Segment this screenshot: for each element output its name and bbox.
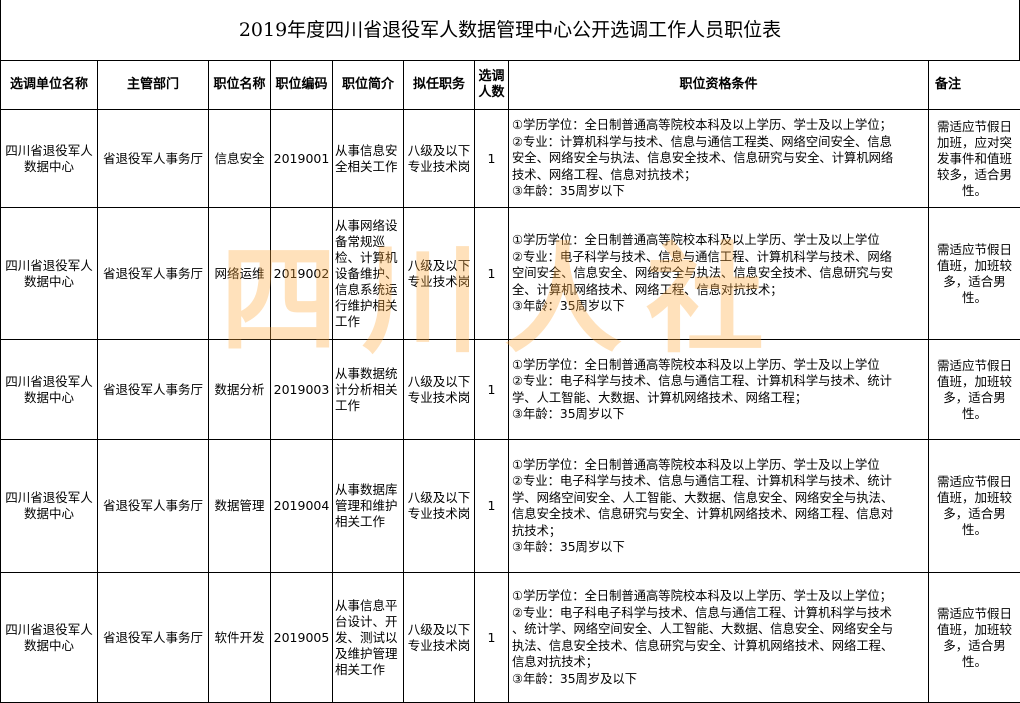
header-row: 选调单位名称 主管部门 职位名称 职位编码 职位简介 拟任职务 选调人数 职位资…	[1, 61, 1020, 110]
header-dept: 主管部门	[98, 61, 209, 110]
header-duty: 拟任职务	[404, 61, 475, 110]
intro-cell: 从事数据统计分析相关工作	[333, 340, 404, 440]
requirements-cell: ①学历学位：全日制普通高等院校本科及以上学历、学士及以上学位；②专业：计算机科学…	[509, 110, 929, 208]
requirement-line: ①学历学位：全日制普通高等院校本科及以上学历、学士及以上学位；	[512, 588, 926, 605]
count-cell: 1	[475, 440, 509, 573]
dept-cell: 省退役军人事务厅	[98, 110, 209, 208]
position-cell: 数据管理	[209, 440, 271, 573]
count-cell: 1	[475, 208, 509, 340]
requirement-line: ③年龄：35周岁以下	[512, 539, 926, 556]
header-note: 备注	[929, 61, 1020, 110]
requirement-line: ②专业：电子科学与技术、信息与通信工程、计算机科学与技术、统计	[512, 473, 926, 490]
requirement-line: 执法、信息安全技术、信息研究与安全、计算机网络技术、网络工程、	[512, 638, 926, 655]
header-unit: 选调单位名称	[1, 61, 98, 110]
count-cell: 1	[475, 340, 509, 440]
requirement-line: ③年龄：35周岁以下	[512, 298, 926, 315]
note-cell: 需适应节假日加班，应对突发事件和值班较多，适合男性。	[929, 110, 1020, 208]
code-cell: 2019001	[271, 110, 333, 208]
position-table: 选调单位名称 主管部门 职位名称 职位编码 职位简介 拟任职务 选调人数 职位资…	[0, 60, 1020, 703]
unit-cell: 四川省退役军人数据中心	[1, 208, 98, 340]
header-requirements: 职位资格条件	[509, 61, 929, 110]
duty-cell: 八级及以下专业技术岗	[404, 340, 475, 440]
note-cell: 需适应节假日值班，加班较多，适合男性。	[929, 573, 1020, 703]
dept-cell: 省退役军人事务厅	[98, 208, 209, 340]
duty-cell: 八级及以下专业技术岗	[404, 573, 475, 703]
header-code: 职位编码	[271, 61, 333, 110]
requirement-line: 技术、网络工程、信息对抗技术；	[512, 167, 926, 184]
requirement-line: ①学历学位：全日制普通高等院校本科及以上学历、学士及以上学位	[512, 232, 926, 249]
requirement-line: 安全、网络安全与执法、信息安全技术、信息研究与安全、计算机网络	[512, 150, 926, 167]
count-cell: 1	[475, 110, 509, 208]
unit-cell: 四川省退役军人数据中心	[1, 573, 98, 703]
header-count: 选调人数	[475, 61, 509, 110]
code-cell: 2019005	[271, 573, 333, 703]
dept-cell: 省退役军人事务厅	[98, 340, 209, 440]
position-cell: 数据分析	[209, 340, 271, 440]
requirement-line: 抗技术；	[512, 523, 926, 540]
unit-cell: 四川省退役军人数据中心	[1, 110, 98, 208]
dept-cell: 省退役军人事务厅	[98, 440, 209, 573]
requirement-line: 信息对抗技术；	[512, 654, 926, 671]
requirement-line: ①学历学位：全日制普通高等院校本科及以上学历、学士及以上学位；	[512, 117, 926, 134]
requirement-line: 信息安全技术、信息研究与安全、计算机网络技术、网络工程、信息对	[512, 506, 926, 523]
requirement-line: ③年龄：35周岁及以下	[512, 671, 926, 688]
intro-cell: 从事信息安全相关工作	[333, 110, 404, 208]
note-cell: 需适应节假日值班，加班较多，适合男性。	[929, 340, 1020, 440]
requirement-line: ②专业：电子科学与技术、信息与通信工程、计算机科学与技术、统计	[512, 373, 926, 390]
page-title: 2019年度四川省退役军人数据管理中心公开选调工作人员职位表	[0, 0, 1020, 60]
code-cell: 2019004	[271, 440, 333, 573]
requirement-line: ①学历学位：全日制普通高等院校本科及以上学历、学士及以上学位	[512, 457, 926, 474]
requirement-line: ②专业：电子科电子科学与技术、信息与通信工程、计算机科学与技术	[512, 605, 926, 622]
requirement-line: 学、人工智能、大数据、计算机网络技术、网络工程；	[512, 390, 926, 407]
header-position: 职位名称	[209, 61, 271, 110]
header-intro: 职位简介	[333, 61, 404, 110]
requirement-line: 全、计算机网络技术、网络工程、信息对抗技术；	[512, 282, 926, 299]
duty-cell: 八级及以下专业技术岗	[404, 110, 475, 208]
code-cell: 2019002	[271, 208, 333, 340]
requirement-line: ③年龄：35周岁以下	[512, 406, 926, 423]
dept-cell: 省退役军人事务厅	[98, 573, 209, 703]
intro-cell: 从事网络设备常规巡检、计算机设备维护、信息系统运行维护相关工作	[333, 208, 404, 340]
unit-cell: 四川省退役军人数据中心	[1, 440, 98, 573]
requirement-line: ①学历学位：全日制普通高等院校本科及以上学历、学士及以上学位	[512, 357, 926, 374]
intro-cell: 从事信息平台设计、开发、测试以及维护管理相关工作	[333, 573, 404, 703]
requirement-line: ②专业：计算机科学与技术、信息与通信工程类、网络空间安全、信息	[512, 134, 926, 151]
duty-cell: 八级及以下专业技术岗	[404, 208, 475, 340]
duty-cell: 八级及以下专业技术岗	[404, 440, 475, 573]
note-cell: 需适应节假日值班，加班较多，适合男性。	[929, 440, 1020, 573]
intro-cell: 从事数据库管理和维护相关工作	[333, 440, 404, 573]
requirement-line: ②专业：电子科学与技术、信息与通信工程、计算机科学与技术、网络	[512, 249, 926, 266]
position-cell: 信息安全	[209, 110, 271, 208]
position-cell: 网络运维	[209, 208, 271, 340]
requirement-line: 学、网络空间安全、人工智能、大数据、信息安全、网络安全与执法、	[512, 490, 926, 507]
requirement-line: ③年龄：35周岁以下	[512, 183, 926, 200]
position-cell: 软件开发	[209, 573, 271, 703]
count-cell: 1	[475, 573, 509, 703]
note-cell: 需适应节假日值班，加班较多，适合男性。	[929, 208, 1020, 340]
requirement-line: 、统计学、网络空间安全、人工智能、大数据、信息安全、网络安全与	[512, 621, 926, 638]
requirement-line: 空间安全、信息安全、网络安全与执法、信息安全技术、信息研究与安	[512, 265, 926, 282]
requirements-cell: ①学历学位：全日制普通高等院校本科及以上学历、学士及以上学位；②专业：电子科电子…	[509, 573, 929, 703]
unit-cell: 四川省退役军人数据中心	[1, 340, 98, 440]
code-cell: 2019003	[271, 340, 333, 440]
